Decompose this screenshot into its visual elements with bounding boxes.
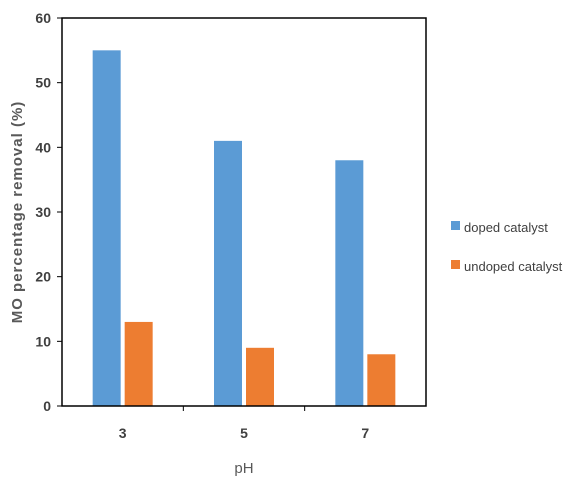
y-tick-label: 40	[35, 139, 51, 155]
x-tick-label: 3	[119, 425, 127, 441]
legend-label: doped catalyst	[464, 220, 548, 235]
x-tick-label: 5	[240, 425, 248, 441]
bars-group	[92, 50, 396, 406]
y-tick-label: 30	[35, 204, 51, 220]
y-tick-label: 50	[35, 75, 51, 91]
x-axis-title: pH	[234, 460, 253, 477]
y-tick-label: 0	[43, 398, 51, 414]
legend-swatch	[451, 221, 460, 230]
bar-undoped-ph-5	[246, 347, 274, 406]
x-axis-ticks: 3 5 7	[119, 406, 369, 441]
y-axis-ticks: 0 10 20 30 40 50 60	[35, 10, 62, 414]
bar-doped-ph-7	[335, 160, 364, 406]
y-axis-title: MO percentage removal (%)	[9, 101, 26, 324]
bar-undoped-ph-3	[124, 321, 153, 406]
bar-doped-ph-5	[214, 140, 242, 406]
y-tick-label: 10	[35, 333, 51, 349]
x-tick-label: 7	[361, 425, 369, 441]
bar-doped-ph-3	[92, 50, 121, 406]
legend-label: undoped catalyst	[464, 259, 563, 274]
y-tick-label: 60	[35, 10, 51, 26]
legend: doped catalyst undoped catalyst	[451, 220, 563, 274]
bar-undoped-ph-7	[367, 354, 396, 406]
legend-swatch	[451, 260, 460, 269]
y-tick-label: 20	[35, 269, 51, 285]
